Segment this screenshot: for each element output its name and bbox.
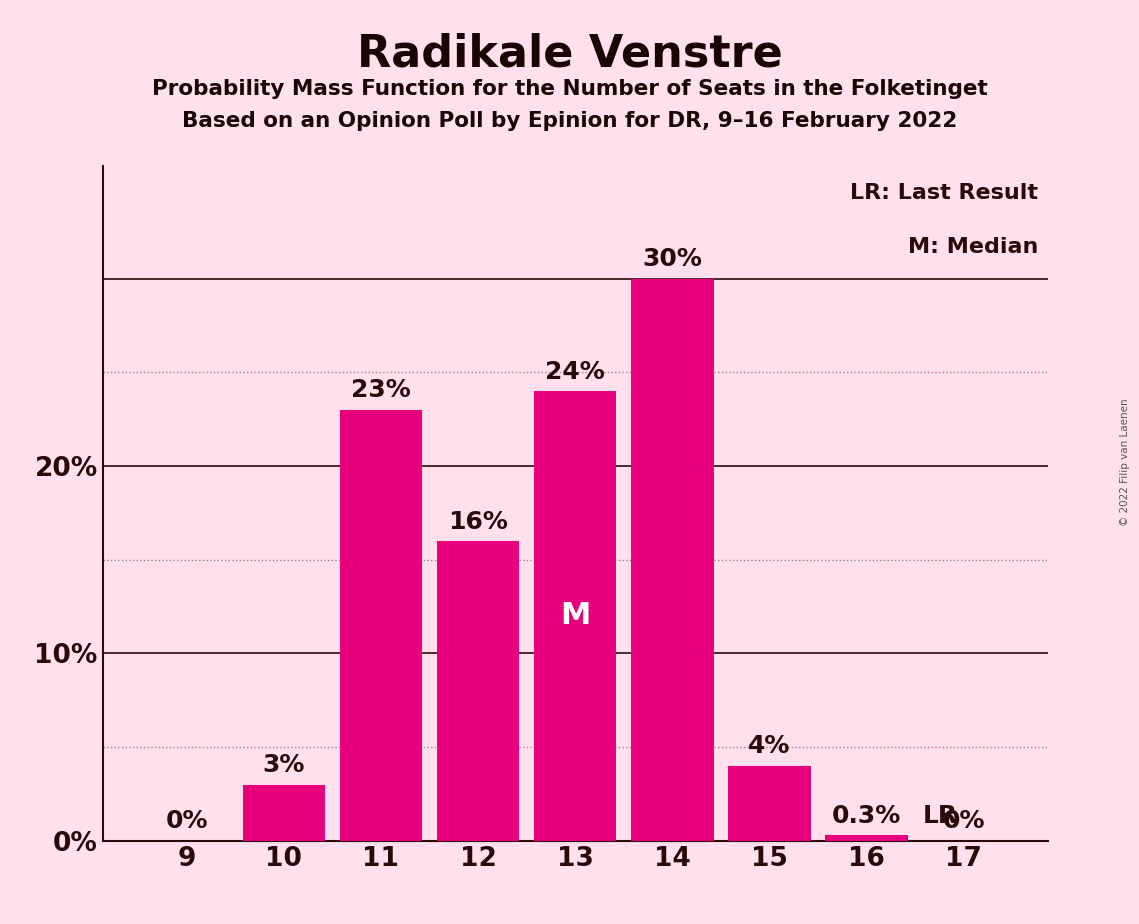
Bar	[534, 391, 616, 841]
Text: 30%: 30%	[642, 248, 703, 272]
Bar	[826, 835, 908, 841]
Bar	[243, 784, 325, 841]
Text: M: Median: M: Median	[908, 237, 1039, 257]
Text: 23%: 23%	[351, 379, 411, 403]
Text: M: M	[560, 602, 590, 630]
Text: Probability Mass Function for the Number of Seats in the Folketinget: Probability Mass Function for the Number…	[151, 79, 988, 99]
Text: 16%: 16%	[448, 509, 508, 533]
Bar	[631, 279, 713, 841]
Bar	[728, 766, 811, 841]
Text: Based on an Opinion Poll by Epinion for DR, 9–16 February 2022: Based on an Opinion Poll by Epinion for …	[182, 111, 957, 131]
Text: 24%: 24%	[546, 359, 605, 383]
Text: 0%: 0%	[165, 809, 208, 833]
Text: Radikale Venstre: Radikale Venstre	[357, 32, 782, 76]
Bar	[437, 541, 519, 841]
Text: 3%: 3%	[263, 753, 305, 777]
Text: 4%: 4%	[748, 735, 790, 759]
Text: 0%: 0%	[942, 809, 985, 833]
Text: 0.3%: 0.3%	[831, 804, 901, 828]
Text: LR: Last Result: LR: Last Result	[851, 183, 1039, 203]
Text: © 2022 Filip van Laenen: © 2022 Filip van Laenen	[1121, 398, 1130, 526]
Text: LR: LR	[923, 804, 958, 828]
Bar	[339, 410, 423, 841]
